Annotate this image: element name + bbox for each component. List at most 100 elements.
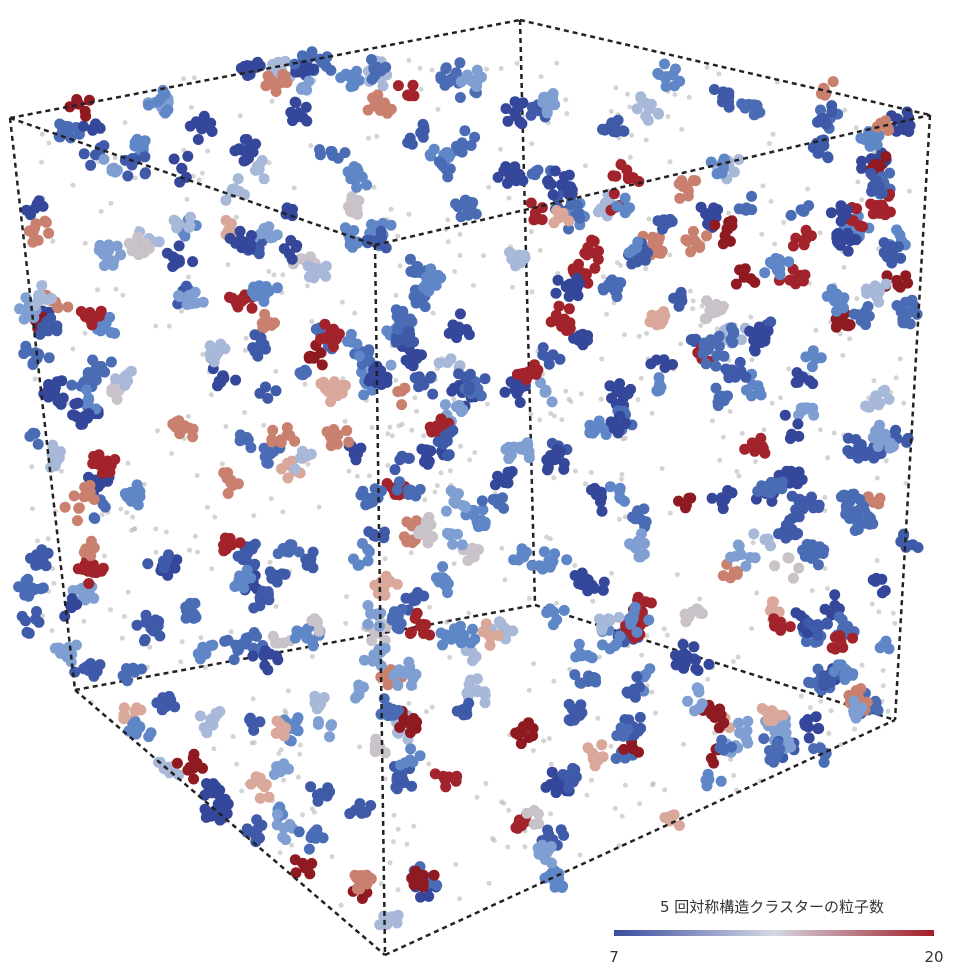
background-particle	[612, 805, 618, 811]
background-particle	[502, 577, 508, 583]
cluster-particle	[553, 212, 565, 224]
background-particle	[901, 400, 907, 406]
background-particle	[282, 708, 288, 714]
background-particle	[200, 351, 206, 357]
cluster-particle	[230, 237, 242, 249]
background-particle	[447, 468, 453, 474]
cluster-particle	[198, 110, 210, 122]
cluster-particle	[442, 587, 453, 599]
cluster-particle	[416, 349, 427, 361]
background-particle	[385, 462, 391, 468]
background-particle	[389, 433, 395, 439]
background-particle	[498, 66, 504, 71]
background-particle	[588, 470, 594, 475]
cluster-particle	[191, 757, 203, 769]
cluster-particle	[229, 145, 241, 157]
cluster-particle	[98, 260, 110, 272]
cluster-particle	[704, 304, 716, 316]
cluster-particle	[700, 774, 712, 786]
cluster-particle	[515, 251, 527, 263]
cluster-particle	[197, 296, 209, 308]
background-particle	[760, 183, 766, 189]
cluster-particle	[109, 454, 121, 465]
cluster-particle	[165, 694, 177, 706]
cluster-particle	[886, 257, 898, 269]
cluster-particle	[833, 603, 845, 615]
background-particle	[547, 536, 553, 542]
background-particle	[250, 696, 256, 702]
cluster-particle	[800, 636, 812, 648]
background-particle	[546, 736, 552, 741]
cluster-particle	[563, 698, 575, 710]
cluster-particle	[469, 131, 481, 143]
cluster-particle	[643, 102, 655, 114]
cluster-particle	[794, 493, 805, 505]
cluster-particle	[573, 277, 585, 289]
cluster-particle	[430, 279, 442, 291]
background-particle	[825, 455, 831, 461]
background-particle	[649, 410, 655, 416]
cluster-particle	[55, 647, 66, 659]
cluster-particle	[740, 204, 752, 216]
cluster-particle	[734, 356, 746, 368]
cluster-particle	[389, 464, 401, 476]
cluster-particle	[351, 163, 363, 174]
cluster-particle	[726, 487, 738, 499]
cluster-particle	[793, 562, 805, 574]
background-particle	[537, 417, 543, 423]
cluster-particle	[476, 495, 488, 507]
cluster-particle	[668, 809, 680, 821]
background-particle	[261, 422, 267, 428]
cluster-particle	[527, 723, 539, 734]
cluster-particle	[523, 732, 535, 743]
cluster-particle	[206, 787, 218, 799]
background-particle	[822, 494, 828, 500]
cluster-particle	[537, 96, 549, 108]
background-particle	[659, 466, 665, 471]
cluster-particle	[586, 426, 597, 438]
cluster-particle	[659, 58, 670, 70]
cluster-particle	[393, 622, 405, 634]
cluster-particle	[560, 325, 572, 336]
cluster-particle	[623, 247, 635, 259]
cluster-particle	[194, 653, 206, 665]
cluster-particle	[530, 209, 541, 221]
background-particle	[406, 58, 412, 63]
cluster-particle	[597, 123, 608, 135]
cluster-particle	[800, 233, 812, 245]
background-particle	[484, 401, 490, 407]
cluster-particle	[214, 706, 226, 717]
cluster-particle	[880, 278, 892, 290]
background-particle	[613, 85, 619, 91]
cluster-particle	[454, 308, 466, 320]
cluster-particle	[547, 189, 559, 201]
cluster-particle	[308, 272, 320, 284]
cluster-particle	[72, 397, 84, 409]
background-particle	[280, 272, 286, 278]
cluster-particle	[812, 723, 824, 735]
background-particle	[467, 457, 473, 463]
cluster-particle	[205, 640, 216, 652]
background-particle	[102, 553, 107, 559]
cluster-particle	[526, 559, 538, 571]
background-particle	[667, 510, 673, 516]
cluster-particle	[303, 843, 315, 855]
cluster-particle	[376, 100, 388, 112]
cluster-particle	[635, 551, 647, 563]
cluster-particle	[254, 792, 266, 804]
cluster-particle	[358, 654, 370, 666]
cluster-particle	[563, 223, 574, 235]
cluster-particle	[826, 106, 838, 118]
cluster-particle	[674, 75, 686, 87]
cluster-particle	[713, 330, 725, 342]
background-particle	[369, 425, 375, 430]
background-particle	[366, 473, 372, 479]
cluster-particle	[406, 89, 418, 100]
cluster-particle	[614, 491, 626, 503]
background-particle	[46, 140, 52, 146]
cluster-particle	[380, 242, 392, 254]
cluster-particle	[228, 183, 240, 195]
background-particle	[661, 626, 667, 632]
cluster-particle	[642, 114, 654, 126]
cluster-particle	[291, 715, 303, 727]
